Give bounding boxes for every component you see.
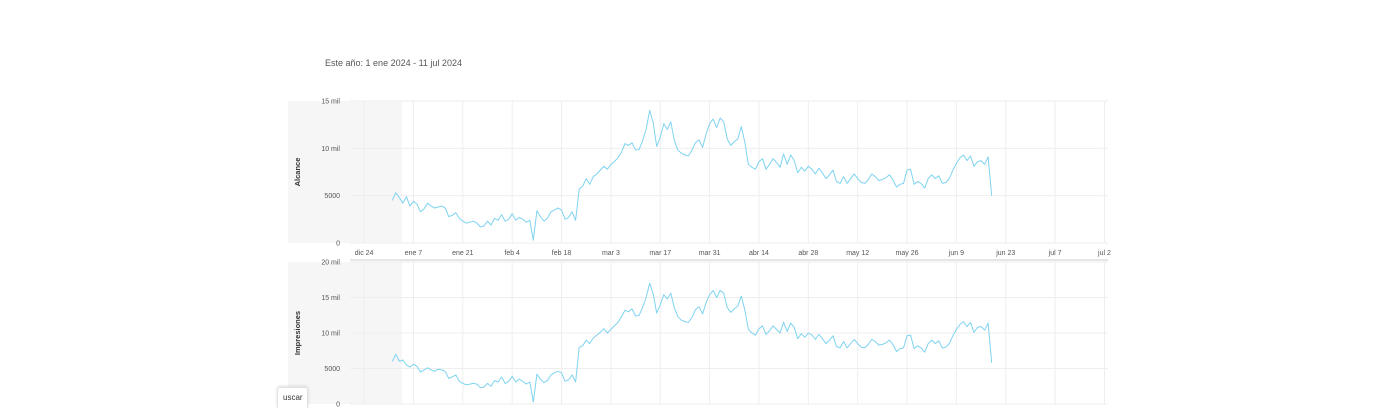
chart-1: 0 5000 10 mil 15 mil Alcance — [288, 99, 1108, 248]
chart-1-y-tick-label: 10 mil — [321, 146, 340, 153]
chart-1-y-tick-label: 0 — [336, 241, 340, 248]
x-tick-label: dic 24 — [355, 250, 374, 257]
x-tick-label: mar 31 — [699, 250, 721, 257]
date-range-prefix: Este año: — [325, 58, 364, 68]
x-tick-label: feb 4 — [504, 250, 520, 257]
x-tick-label: may 26 — [896, 250, 919, 257]
x-tick-label: jul 2 — [1097, 250, 1111, 257]
chart-2-y-tick-label: 20 mil — [321, 260, 340, 267]
x-tick-label: mar 3 — [602, 250, 620, 257]
x-tick-label: may 12 — [846, 250, 869, 257]
x-tick-label: abr 28 — [798, 250, 818, 257]
x-tick-label: jun 23 — [995, 250, 1015, 257]
chart-1-y-axis-label: Alcance — [293, 158, 302, 187]
search-tab[interactable]: uscar — [277, 387, 308, 408]
date-range-label: Este año: 1 ene 2024 - 11 jul 2024 — [325, 58, 462, 68]
x-tick-label: feb 18 — [552, 250, 572, 257]
chart-2-y-axis-label: Impresiones — [293, 311, 302, 355]
x-tick-label: ene 21 — [452, 250, 474, 257]
chart-2: 0 5000 10 mil 15 mil 20 mil Impresiones — [288, 260, 1108, 408]
x-tick-label: abr 14 — [749, 250, 769, 257]
chart-1-pre-range-shade — [288, 101, 402, 243]
x-tick-label: jun 9 — [948, 250, 964, 257]
chart-1-y-tick-label: 5000 — [324, 193, 340, 200]
chart-2-y-tick-label: 10 mil — [321, 331, 340, 338]
chart-2-series-line-1 — [391, 282, 993, 403]
x-tick-label: ene 7 — [405, 250, 423, 257]
x-tick-label: mar 17 — [649, 250, 671, 257]
chart-1-series-line-1 — [391, 110, 993, 241]
chart-1-y-tick-label: 15 mil — [321, 99, 340, 106]
date-range-value: 1 ene 2024 - 11 jul 2024 — [365, 58, 462, 68]
chart-2-y-tick-label: 0 — [336, 402, 340, 408]
chart-2-y-tick-label: 15 mil — [321, 295, 340, 302]
x-tick-label: jul 7 — [1048, 250, 1062, 257]
search-tab-label: uscar — [283, 393, 303, 402]
chart-2-y-tick-label: 5000 — [324, 366, 340, 373]
